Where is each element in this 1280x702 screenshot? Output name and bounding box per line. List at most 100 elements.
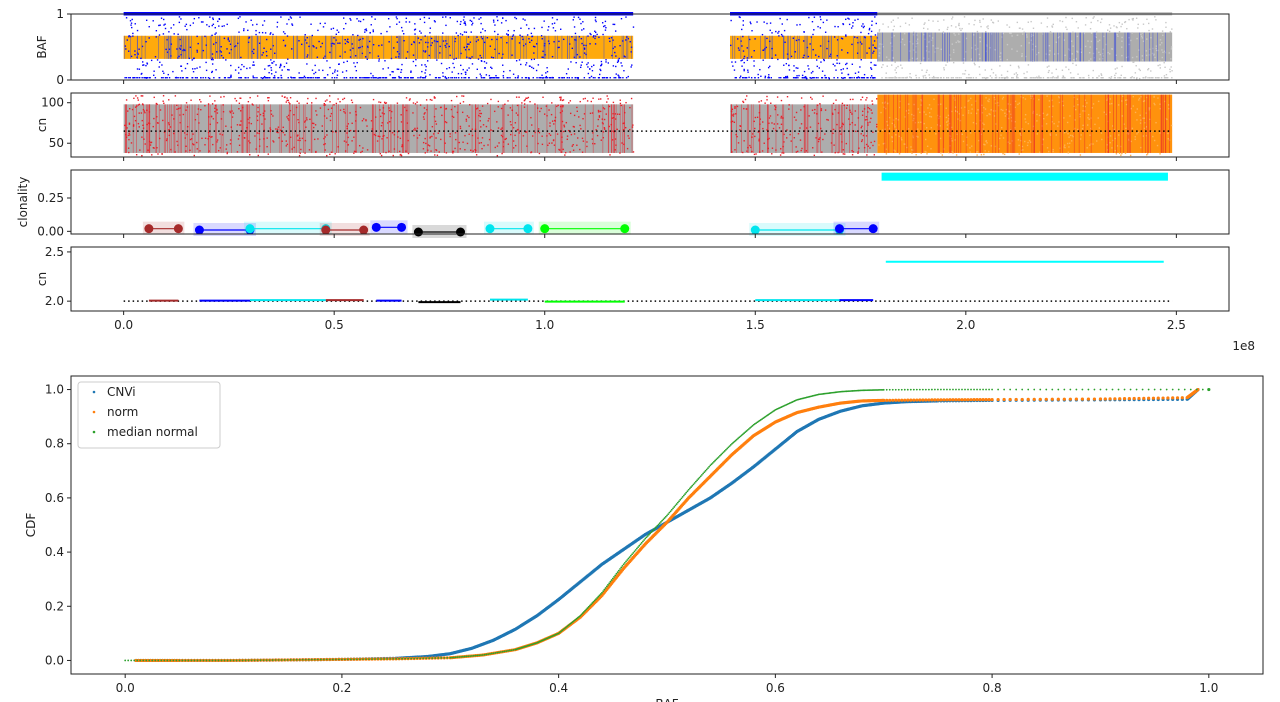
data-point (1031, 77, 1033, 79)
data-point (380, 154, 383, 157)
data-point (921, 69, 923, 71)
data-point (767, 76, 770, 78)
data-point (629, 128, 631, 131)
data-point (382, 77, 385, 79)
data-point (394, 77, 397, 79)
data-point (799, 127, 801, 129)
data-point (605, 27, 607, 29)
data-point (468, 57, 470, 59)
data-point (817, 138, 820, 140)
data-point (199, 66, 201, 68)
data-point (1168, 52, 1170, 54)
data-point (851, 150, 853, 152)
data-point (521, 77, 523, 79)
data-point (1127, 133, 1129, 135)
data-point (769, 22, 772, 24)
data-point (602, 131, 605, 133)
data-point (186, 77, 189, 79)
segment-end (359, 225, 369, 235)
data-point (569, 100, 572, 102)
data-point (967, 110, 970, 112)
data-point (551, 102, 553, 104)
data-point (1161, 56, 1164, 59)
data-point (227, 37, 229, 39)
data-point (1055, 41, 1058, 43)
data-point (352, 47, 354, 50)
data-point (141, 136, 143, 138)
data-point (608, 105, 611, 108)
data-point (1131, 18, 1134, 20)
data-point (743, 61, 745, 64)
data-point (214, 107, 216, 109)
data-point (737, 142, 740, 144)
data-point (517, 128, 519, 131)
data-point (481, 147, 483, 150)
data-point (627, 135, 629, 137)
data-point (172, 24, 175, 26)
data-point (613, 23, 616, 26)
data-point (553, 22, 556, 24)
data-point (274, 52, 276, 55)
data-point (1026, 144, 1029, 147)
data-point (416, 101, 418, 103)
data-point (506, 77, 508, 79)
data-point (1116, 67, 1118, 69)
data-point (125, 48, 127, 50)
data-point (1000, 108, 1002, 111)
data-point (849, 77, 851, 79)
data-point (874, 34, 877, 36)
data-point (306, 56, 308, 58)
data-point (366, 58, 368, 60)
data-point (769, 65, 771, 68)
data-point (821, 77, 824, 79)
data-point (410, 70, 412, 72)
data-point (1140, 33, 1142, 36)
data-point (907, 103, 910, 105)
data-point (770, 102, 772, 104)
data-point (742, 101, 745, 104)
data-point (546, 77, 548, 79)
data-point (870, 61, 872, 64)
data-point (846, 104, 848, 107)
data-point (548, 77, 551, 79)
data-point (299, 152, 301, 154)
data-point (405, 17, 408, 20)
data-point (420, 39, 422, 41)
data-point (225, 148, 227, 150)
data-point (808, 16, 810, 19)
data-point (354, 65, 356, 68)
data-point (286, 97, 288, 99)
data-point (1052, 150, 1054, 153)
data-point (951, 16, 954, 18)
data-point (449, 54, 451, 57)
data-point (528, 38, 530, 40)
data-point (462, 101, 465, 103)
data-point (391, 77, 394, 79)
data-point (594, 143, 596, 145)
data-point (323, 143, 325, 146)
data-point (136, 68, 139, 70)
data-point (248, 140, 250, 142)
data-point (1049, 134, 1052, 136)
data-point (886, 65, 888, 67)
data-point (844, 77, 846, 79)
data-point (196, 35, 198, 38)
data-point (502, 75, 504, 77)
data-point (176, 108, 178, 110)
data-point (1170, 66, 1172, 68)
data-point (746, 95, 748, 97)
data-point (324, 143, 326, 145)
data-point (756, 116, 759, 119)
data-point (848, 23, 851, 26)
data-point (818, 67, 821, 69)
data-point (324, 100, 327, 102)
data-point (272, 140, 274, 142)
data-point (1028, 139, 1031, 142)
data-point (551, 142, 553, 144)
data-point (876, 126, 878, 128)
data-point (734, 149, 736, 151)
data-point (215, 41, 217, 44)
data-point (881, 102, 884, 104)
data-point (813, 16, 816, 18)
data-point (562, 130, 565, 133)
